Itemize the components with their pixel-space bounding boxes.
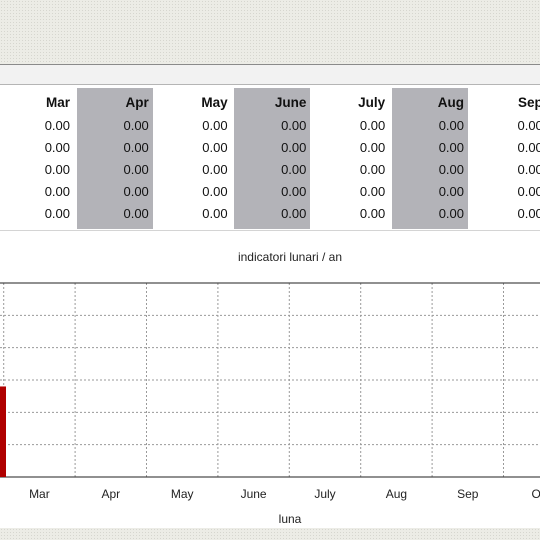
table-cell: 0.00: [202, 140, 228, 155]
bottom-border-strip: [0, 528, 540, 540]
table-cell: 0.00: [281, 118, 307, 133]
table-chart-divider: [0, 230, 540, 231]
column-header: Apr: [125, 95, 149, 110]
table-cell: 0.00: [123, 140, 149, 155]
monthly-indicators-chart: Mar Apr May June July Aug Sep Oc luna: [0, 282, 540, 526]
column-header: Mar: [45, 95, 70, 110]
x-tick-label: June: [241, 487, 267, 501]
table-cell: 0.00: [202, 118, 228, 133]
table-cell: 0.00: [438, 162, 464, 177]
toolbar-top-border: [0, 64, 540, 65]
x-tick-label: Apr: [101, 487, 120, 501]
table-column-sep: Sep 0.00 0.00 0.00 0.00 0.00: [471, 88, 540, 229]
table-cell: 0.00: [517, 162, 540, 177]
table-cell: 0.00: [438, 118, 464, 133]
table-cell: 0.00: [359, 184, 386, 199]
chart-title: indicatori lunari / an: [237, 250, 343, 264]
x-tick-label: Mar: [29, 487, 50, 501]
x-tick-label: Sep: [457, 487, 479, 501]
table-cell: 0.00: [123, 118, 149, 133]
table-cell: 0.00: [359, 118, 386, 133]
table-column-apr: Apr 0.00 0.00 0.00 0.00 0.00: [76, 88, 153, 229]
table-column-may: May 0.00 0.00 0.00 0.00 0.00: [156, 88, 232, 229]
x-axis-title: luna: [279, 512, 302, 526]
table-column-june: June 0.00 0.00 0.00 0.00 0.00: [234, 88, 311, 229]
bar-feb: [0, 386, 6, 477]
table-cell: 0.00: [44, 184, 70, 199]
table-cell: 0.00: [44, 140, 70, 155]
table-cell: 0.00: [517, 118, 540, 133]
table-cell: 0.00: [202, 184, 228, 199]
table-cell: 0.00: [359, 140, 386, 155]
table-cell: 0.00: [438, 206, 464, 221]
table-cell: 0.00: [359, 206, 386, 221]
table-cell: 0.00: [438, 140, 464, 155]
table-column-aug: Aug 0.00 0.00 0.00 0.00 0.00: [392, 88, 468, 229]
column-header: Aug: [437, 95, 464, 110]
table-cell: 0.00: [44, 206, 70, 221]
column-header: June: [274, 95, 307, 110]
table-cell: 0.00: [202, 162, 228, 177]
toolbar-strip: [0, 65, 540, 85]
table-cell: 0.00: [281, 162, 307, 177]
x-tick-label: Aug: [386, 487, 407, 501]
table-cell: 0.00: [438, 184, 464, 199]
table-cell: 0.00: [44, 162, 70, 177]
table-cell: 0.00: [123, 162, 149, 177]
table-cell: 0.00: [123, 184, 149, 199]
column-header: July: [358, 95, 386, 110]
x-tick-label: May: [171, 487, 194, 501]
table-cell: 0.00: [517, 206, 540, 221]
table-cell: 0.00: [281, 140, 307, 155]
table-cell: 0.00: [281, 184, 307, 199]
x-tick-label: July: [314, 487, 335, 501]
table-cell: 0.00: [517, 140, 540, 155]
table-cell: 0.00: [281, 206, 307, 221]
table-cell: 0.00: [517, 184, 540, 199]
table-cell: 0.00: [44, 118, 70, 133]
x-tick-label: Oc: [532, 487, 540, 501]
table-column-july: July 0.00 0.00 0.00 0.00 0.00: [313, 88, 389, 229]
table-cell: 0.00: [123, 206, 149, 221]
column-header: Sep: [518, 95, 540, 110]
table-column-mar: Mar 0.00 0.00 0.00 0.00 0.00: [0, 88, 74, 229]
table-cell: 0.00: [359, 162, 386, 177]
table-cell: 0.00: [202, 206, 228, 221]
column-header: May: [201, 95, 228, 110]
